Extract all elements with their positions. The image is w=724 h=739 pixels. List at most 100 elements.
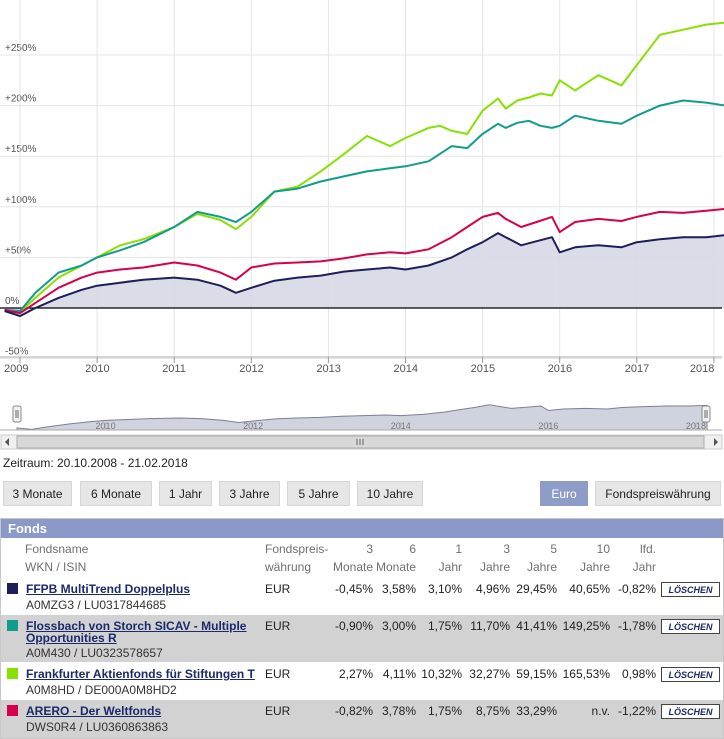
perf-1y: 10,32% [421,667,462,681]
navigator-tick-label: 2010 [96,421,116,431]
series-line-0[interactable] [4,21,724,313]
delete-button[interactable]: LÖSCHEN [661,582,720,597]
series-line-3[interactable] [4,232,724,318]
fund-name-link[interactable]: FFPB MultiTrend Doppelplus [26,582,190,596]
series-color-swatch [7,668,18,679]
delete-button[interactable]: LÖSCHEN [661,667,720,682]
header-6m-2: Monate [375,560,416,574]
x-tick-label: 2018 [690,363,714,375]
fund-name-link[interactable]: Flossbach von Storch SICAV - Multiple Op… [26,619,247,645]
header-currency-2: währung [265,560,312,574]
header-fondsname: Fondsname [25,542,89,556]
x-tick-label: 2016 [548,363,572,375]
perf-5y: 29,45% [516,582,557,596]
x-tick-label: 2017 [625,363,649,375]
header-currency-1: Fondspreis- [265,542,329,556]
euro-button[interactable]: Euro [540,481,588,506]
table-row: Flossbach von Storch SICAV - Multiple Op… [1,615,723,662]
perf-5y: 59,15% [516,667,557,681]
perf-1y: 3,10% [427,582,462,596]
navigator-left-handle[interactable] [12,405,22,423]
perf-3y: 4,96% [475,582,510,596]
ffpb-area [4,233,724,317]
period-3-months-button[interactable]: 3 Monate [3,481,72,506]
navigator-tick-label: 2016 [538,421,558,431]
chart-background [0,0,724,376]
period-1-year-button[interactable]: 1 Jahr [159,481,212,506]
fund-currency: EUR [265,582,291,596]
x-tick-label: 2012 [239,363,263,375]
header-10y-2: Jahre [579,560,610,574]
header-5y-2: Jahre [526,560,557,574]
period-5-years-button[interactable]: 5 Jahre [287,481,350,506]
scroll-left-arrow-icon[interactable] [5,438,9,446]
delete-button[interactable]: LÖSCHEN [661,619,720,634]
perf-3y: 32,27% [469,667,510,681]
perf-3y: 11,70% [470,619,510,633]
navigator-tick-label: 2014 [391,421,411,431]
perf-3m: 2,27% [338,667,373,681]
header-5y-1: 5 [550,542,557,556]
y-tick-label: 0% [5,296,20,307]
header-3m-1: 3 [366,542,373,556]
perf-10y: 40,65% [569,582,610,596]
fund-name-link[interactable]: Frankfurter Aktienfonds für Stiftungen T [26,667,255,681]
x-tick-label: 2010 [85,363,109,375]
header-10y-1: 10 [596,542,610,556]
header-3y-1: 3 [503,542,510,556]
perf-6m: 3,78% [381,704,416,718]
perf-5y: 33,29% [516,704,557,718]
header-6m-1: 6 [409,542,416,556]
fund-id: A0MZG3 / LU0317844685 [26,598,167,612]
period-10-years-button[interactable]: 10 Jahre [357,481,423,506]
perf-6m: 3,00% [381,619,416,633]
navigator-tick-label: 2018 [686,421,706,431]
header-3y-2: Jahre [479,560,510,574]
fonds-table: Fonds Fondsname WKN / ISIN Fondspreis- w… [0,518,724,739]
fund-currency: EUR [265,619,291,633]
perf-3y: 8,75% [475,704,510,718]
perf-lfd: -1,22% [617,704,656,718]
fund-currency: EUR [265,704,291,718]
x-tick-label: 2011 [162,363,186,375]
series-color-swatch [7,705,18,716]
fund-id: A0M430 / LU0323578657 [26,646,163,660]
fund-currency: EUR [265,667,291,681]
navigator[interactable]: 2010 2012 2014 2016 2018 [0,392,724,452]
fund-currency-button[interactable]: Fondspreiswährung [595,481,721,506]
x-tick-label: 2009 [4,363,28,375]
chart-svg: -50% 0% +50% +100% +150% +200% +250% 2009 2010 20… [0,0,724,376]
y-tick-label: -50% [5,347,28,358]
perf-10y: 165,53% [562,667,610,681]
scroll-right-arrow-icon[interactable] [714,438,718,446]
delete-button[interactable]: LÖSCHEN [661,704,720,719]
perf-3m: -0,45% [334,582,373,596]
series-color-swatch [7,583,18,594]
perf-5y: 41,41% [516,619,557,633]
header-1y-2: Jahr [438,560,462,574]
header-lfd-2: Jahr [632,560,656,574]
perf-3m: -0,82% [334,704,373,718]
perf-10y: 149,25% [562,619,610,633]
fund-id: DWS0R4 / LU0360863863 [26,720,169,734]
y-tick-label: +50% [5,245,31,256]
fund-name-link[interactable]: ARERO - Der Weltfonds [26,704,162,718]
fonds-table-title: Fonds [1,519,723,538]
series-line-2[interactable] [4,207,724,315]
y-tick-label: +250% [5,43,37,54]
performance-chart: -50% 0% +50% +100% +150% +200% +250% 2009 2010 20… [0,0,724,376]
navigator-right-handle[interactable] [701,405,711,423]
period-3-years-button[interactable]: 3 Jahre [219,481,280,506]
perf-1y: 1,75% [427,704,462,718]
perf-10y: n.v. [591,704,610,718]
perf-lfd: 0,98% [621,667,656,681]
series-line-1[interactable] [4,99,724,312]
header-lfd-1: lfd. [639,542,656,556]
x-tick-label: 2013 [316,363,340,375]
table-row: FFPB MultiTrend Doppelplus A0MZG3 / LU03… [1,578,723,614]
perf-6m: 4,11% [382,667,416,681]
y-tick-label: +150% [5,144,37,155]
perf-6m: 3,58% [381,582,416,596]
period-6-months-button[interactable]: 6 Monate [80,481,152,506]
y-tick-label: +100% [5,195,37,206]
